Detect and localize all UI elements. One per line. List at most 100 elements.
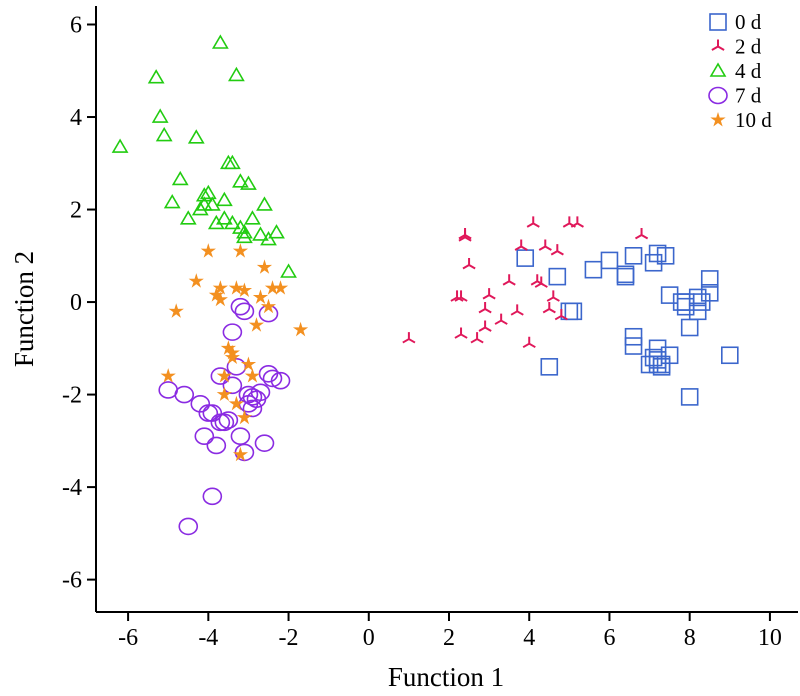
data-point-0d-11 xyxy=(624,337,643,355)
data-point-2d-7 xyxy=(470,332,484,344)
data-point-4d-21 xyxy=(244,210,261,225)
data-point-10d-14 xyxy=(248,317,265,332)
data-point-2d-4 xyxy=(462,258,476,270)
legend-item-7d: 7 d xyxy=(708,84,762,108)
x-tick-label: 10 xyxy=(758,625,782,651)
data-point-0d-30 xyxy=(721,346,739,365)
data-point-7d-26 xyxy=(234,302,255,321)
data-point-4d-29 xyxy=(232,219,249,234)
y-tick-label: 4 xyxy=(70,105,82,131)
data-point-4d-1 xyxy=(147,69,165,84)
data-point-4d-26 xyxy=(280,263,297,278)
data-point-4d-13 xyxy=(211,34,229,49)
data-point-0d-16 xyxy=(648,339,667,358)
data-point-10d-6 xyxy=(216,386,232,402)
data-point-4d-3 xyxy=(151,108,169,123)
x-tick-label: -6 xyxy=(118,625,138,651)
data-point-4d-5 xyxy=(171,170,189,186)
data-point-7d-22 xyxy=(178,517,199,536)
data-point-10d-24 xyxy=(228,280,245,295)
data-point-0d-31 xyxy=(676,293,695,311)
data-point-7d-28 xyxy=(210,413,231,432)
legend-label: 10 d xyxy=(735,108,772,132)
data-point-2d-9 xyxy=(482,288,496,300)
data-point-4d-20 xyxy=(240,175,257,190)
data-point-10d-11 xyxy=(236,282,253,298)
legend: 0 d2 d4 d7 d10 d xyxy=(708,10,772,132)
data-point-7d-20 xyxy=(262,369,283,388)
data-point-4d-4 xyxy=(163,194,181,209)
data-point-4d-0 xyxy=(111,138,129,153)
y-tick-label: 2 xyxy=(70,198,82,224)
data-point-2d-15 xyxy=(526,216,540,228)
x-tick-label: 8 xyxy=(684,625,696,651)
data-point-0d-21 xyxy=(672,293,691,311)
data-point-2d-13 xyxy=(514,239,528,251)
data-point-0d-33 xyxy=(640,355,659,374)
data-point-0d-26 xyxy=(700,270,719,288)
data-point-7d-1 xyxy=(174,385,195,404)
data-point-4d-6 xyxy=(179,210,197,225)
data-point-7d-18 xyxy=(254,434,275,452)
data-point-7d-10 xyxy=(222,376,243,395)
data-point-7d-24 xyxy=(222,323,243,341)
legend-marker-4d xyxy=(709,62,727,77)
data-point-2d-25 xyxy=(634,227,649,240)
data-point-0d-0 xyxy=(516,249,535,267)
y-tick-label: -2 xyxy=(62,383,82,409)
data-point-7d-15 xyxy=(242,399,263,418)
data-point-0d-28 xyxy=(688,302,707,321)
y-axis-ticks: -6 -4 -2 0 2 4 6 xyxy=(62,13,96,594)
data-point-2d-10 xyxy=(494,313,508,325)
x-tick-label: 2 xyxy=(443,625,455,651)
data-point-10d-20 xyxy=(292,321,309,337)
data-point-7d-7 xyxy=(210,367,231,385)
data-point-10d-2 xyxy=(188,273,204,288)
data-point-10d-9 xyxy=(228,395,245,411)
y-tick-label: -6 xyxy=(62,568,82,594)
data-point-0d-12 xyxy=(644,253,663,272)
data-point-0d-8 xyxy=(616,265,635,284)
data-point-2d-6 xyxy=(458,230,472,242)
data-point-2d-17 xyxy=(534,276,548,288)
legend-item-2d: 2 d xyxy=(711,35,762,59)
data-point-10d-12 xyxy=(240,356,257,372)
data-point-0d-2 xyxy=(540,358,559,376)
legend-label: 7 d xyxy=(735,84,762,108)
data-point-0d-27 xyxy=(700,284,719,302)
data-point-4d-17 xyxy=(228,66,245,82)
legend-marker-2d xyxy=(711,39,725,51)
data-point-10d-13 xyxy=(244,368,261,383)
legend-marker-10d xyxy=(710,111,726,127)
legend-label: 2 d xyxy=(735,35,762,59)
data-point-4d-30 xyxy=(236,228,253,244)
legend-item-10d: 10 d xyxy=(710,108,772,132)
data-point-2d-22 xyxy=(554,308,568,321)
x-tick-label: -2 xyxy=(279,625,299,651)
data-point-4d-10 xyxy=(199,184,217,200)
plot-area xyxy=(111,34,739,536)
x-tick-label: -4 xyxy=(198,625,218,651)
data-point-7d-12 xyxy=(230,427,251,446)
data-point-10d-3 xyxy=(200,243,216,258)
data-point-10d-16 xyxy=(256,259,273,274)
data-point-7d-21 xyxy=(270,371,291,390)
data-point-10d-22 xyxy=(224,349,240,364)
data-point-10d-15 xyxy=(252,289,269,304)
data-point-0d-1 xyxy=(548,267,567,286)
data-point-2d-2 xyxy=(454,290,468,302)
data-point-2d-20 xyxy=(546,290,560,302)
data-point-0d-22 xyxy=(676,297,695,316)
legend-marker-7d xyxy=(708,86,728,105)
data-point-4d-31 xyxy=(195,196,213,211)
data-point-0d-5 xyxy=(584,260,603,279)
data-point-10d-17 xyxy=(260,298,277,314)
data-point-2d-12 xyxy=(510,304,524,316)
data-point-4d-18 xyxy=(232,173,249,188)
data-point-0d-23 xyxy=(680,318,699,337)
data-point-0d-29 xyxy=(680,388,699,406)
data-point-2d-26 xyxy=(478,302,492,314)
data-point-4d-16 xyxy=(223,214,241,230)
data-point-2d-18 xyxy=(538,239,552,251)
